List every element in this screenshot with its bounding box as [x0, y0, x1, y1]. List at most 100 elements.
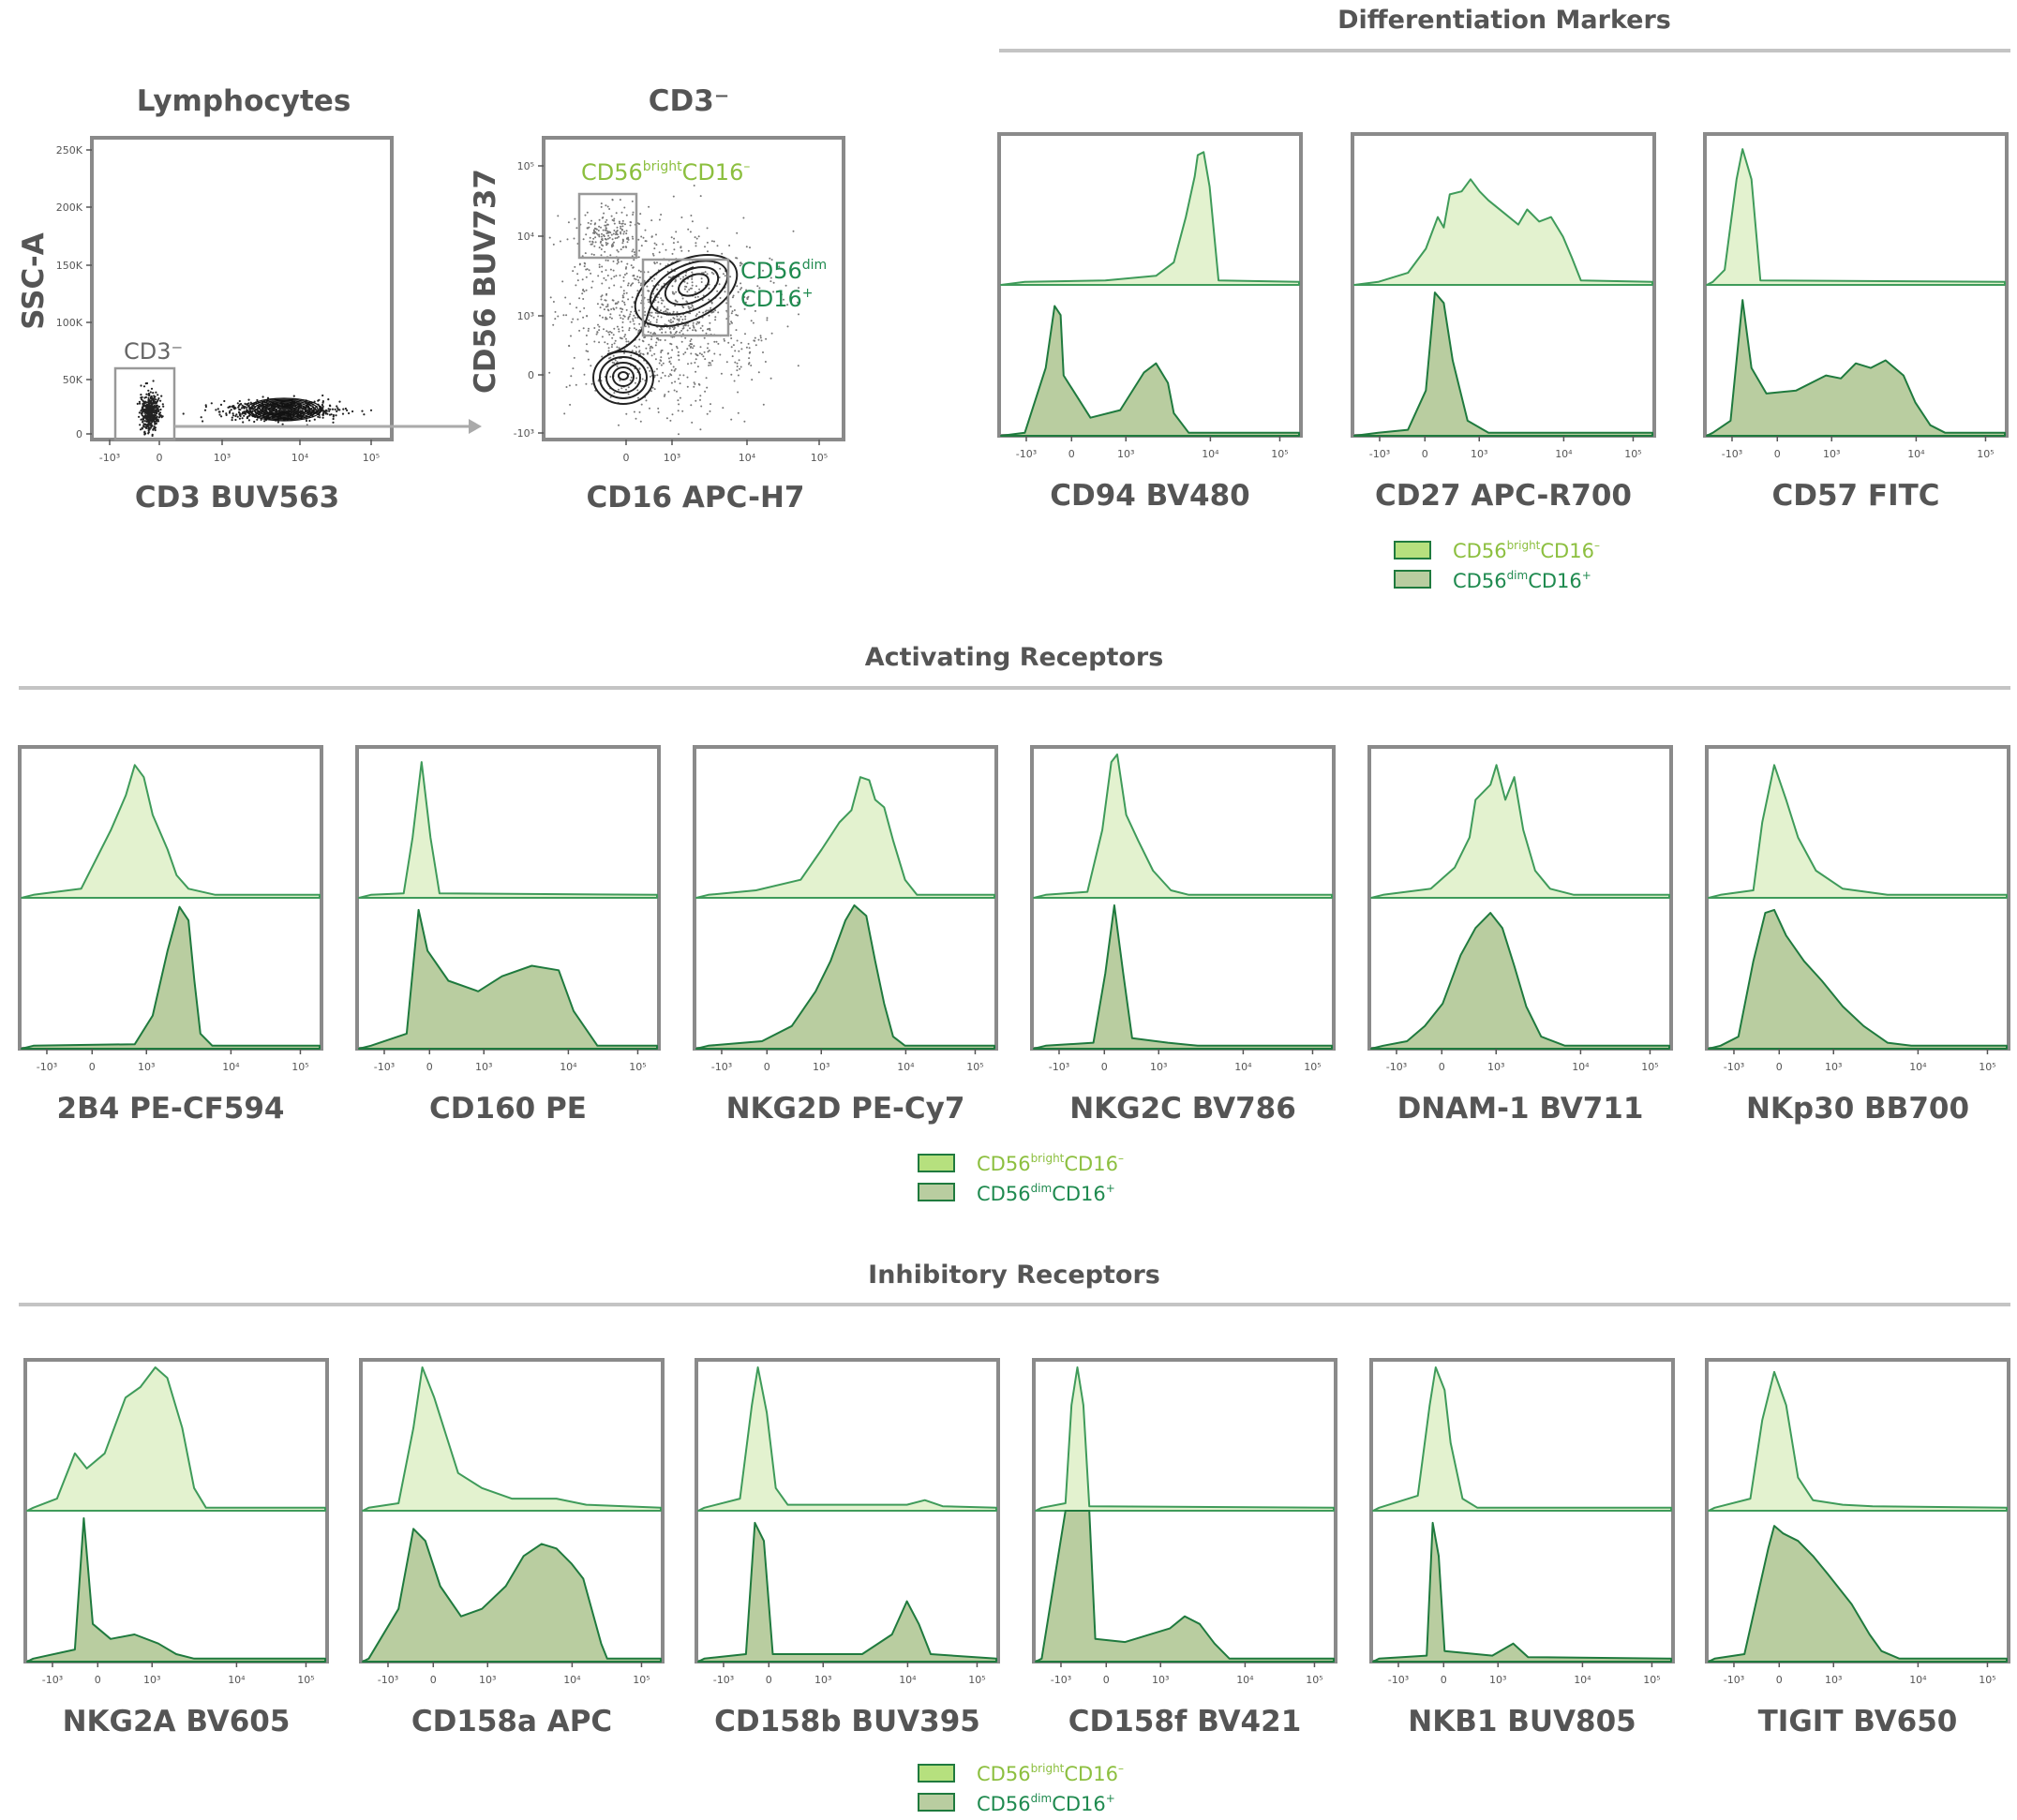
- event-dot: [663, 395, 665, 397]
- event-dot: [687, 228, 690, 231]
- event-dot: [241, 417, 244, 420]
- event-dot: [328, 410, 331, 412]
- event-dot: [619, 222, 621, 225]
- event-dot: [336, 410, 338, 412]
- histogram-tick-label: 10⁵: [1624, 448, 1641, 460]
- event-dot: [673, 389, 676, 392]
- legend-label-dim: CD56dimCD16+: [977, 1182, 1115, 1205]
- event-dot: [745, 346, 748, 349]
- histogram-tick-label: 0: [426, 1061, 433, 1073]
- event-dot: [147, 423, 150, 425]
- event-dot: [153, 414, 156, 417]
- event-dot: [695, 242, 697, 245]
- event-dot: [154, 428, 157, 432]
- event-dot: [336, 405, 338, 408]
- event-dot: [644, 314, 647, 317]
- histogram-panel: -10³ 0 10³ 10⁴ 10⁵ CD160 PE: [355, 745, 661, 1126]
- event-dot: [638, 249, 641, 252]
- histogram-tick-label: 0: [1439, 1061, 1445, 1073]
- event-dot: [586, 315, 589, 317]
- event-dot: [693, 381, 695, 384]
- event-dot: [605, 278, 607, 281]
- event-dot: [667, 276, 670, 278]
- event-dot: [638, 338, 641, 341]
- histogram-label: 2B4 PE-CF594: [57, 1092, 285, 1126]
- event-dot: [621, 242, 624, 245]
- event-dot: [238, 399, 241, 403]
- cd3-negative-ytick-label: 10⁵: [517, 160, 534, 172]
- histogram-tick-label: -10³: [1049, 1061, 1069, 1073]
- event-dot: [672, 365, 675, 368]
- event-dot: [709, 327, 711, 330]
- event-dot: [587, 358, 590, 361]
- histogram-tick-label: 10⁵: [1979, 1061, 1995, 1073]
- histogram-dim: [695, 904, 995, 1050]
- event-dot: [147, 389, 150, 392]
- cd3-negative-plot: CD3⁻ CD56 BUV737 CD16 APC-H7 -10³ 0 10³ 10⁴…: [469, 84, 845, 515]
- event-dot: [710, 364, 712, 366]
- event-dot: [604, 250, 606, 253]
- event-dot: [627, 238, 630, 240]
- event-dot: [597, 233, 600, 236]
- histogram-bright: [1035, 1366, 1335, 1512]
- event-dot: [710, 306, 712, 309]
- event-dot: [705, 377, 708, 380]
- event-dot: [142, 425, 145, 427]
- event-dot: [254, 408, 258, 410]
- event-dot: [637, 281, 640, 284]
- event-dot: [676, 318, 679, 321]
- event-dot: [625, 388, 627, 391]
- event-dot: [261, 395, 264, 398]
- event-dot: [610, 277, 613, 280]
- histogram-tick-label: 10⁵: [968, 1674, 985, 1686]
- event-dot: [590, 382, 593, 385]
- event-dot: [656, 374, 659, 377]
- event-dot: [155, 418, 157, 421]
- event-dot: [598, 235, 601, 238]
- event-dot: [321, 413, 324, 416]
- event-dot: [159, 408, 162, 411]
- event-dot: [700, 405, 703, 408]
- histogram-dim: [358, 908, 658, 1050]
- event-dot: [638, 329, 641, 332]
- histogram-dim: [1708, 1525, 2008, 1663]
- event-dot: [731, 321, 733, 324]
- event-dot: [552, 323, 555, 326]
- event-dot: [671, 285, 674, 288]
- lymphocytes-xtick-label: 0: [157, 452, 163, 464]
- event-dot: [613, 219, 615, 222]
- event-dot: [690, 404, 693, 407]
- event-dot: [625, 230, 628, 232]
- histogram-bright: [21, 764, 321, 899]
- event-dot: [136, 402, 139, 405]
- histogram-tick-label: -10³: [1386, 1061, 1407, 1073]
- event-dot: [147, 401, 150, 404]
- event-dot: [680, 329, 683, 332]
- event-dot: [681, 410, 684, 412]
- event-dot: [630, 354, 633, 357]
- event-dot: [225, 413, 228, 416]
- event-dot: [706, 273, 709, 276]
- event-dot: [625, 308, 628, 311]
- event-dot: [720, 372, 723, 375]
- event-dot: [637, 396, 639, 399]
- event-dot: [578, 297, 581, 300]
- event-dot: [694, 291, 696, 293]
- event-dot: [284, 409, 287, 411]
- cd56dim-gate: [641, 258, 730, 337]
- event-dot: [575, 227, 578, 230]
- event-dot: [613, 308, 616, 311]
- event-dot: [648, 343, 650, 346]
- event-dot: [692, 307, 695, 310]
- event-dot: [745, 289, 748, 291]
- event-dot: [341, 412, 345, 415]
- event-dot: [675, 300, 678, 303]
- event-dot: [652, 285, 655, 287]
- event-dot: [141, 398, 143, 401]
- legend-swatch-dim: [918, 1793, 955, 1812]
- event-dot: [644, 229, 647, 231]
- lymphocytes-ytick-label: 200K: [56, 201, 83, 214]
- histogram-tick-label: 10⁴: [1909, 1674, 1927, 1686]
- event-dot: [605, 292, 608, 295]
- event-dot: [679, 331, 681, 334]
